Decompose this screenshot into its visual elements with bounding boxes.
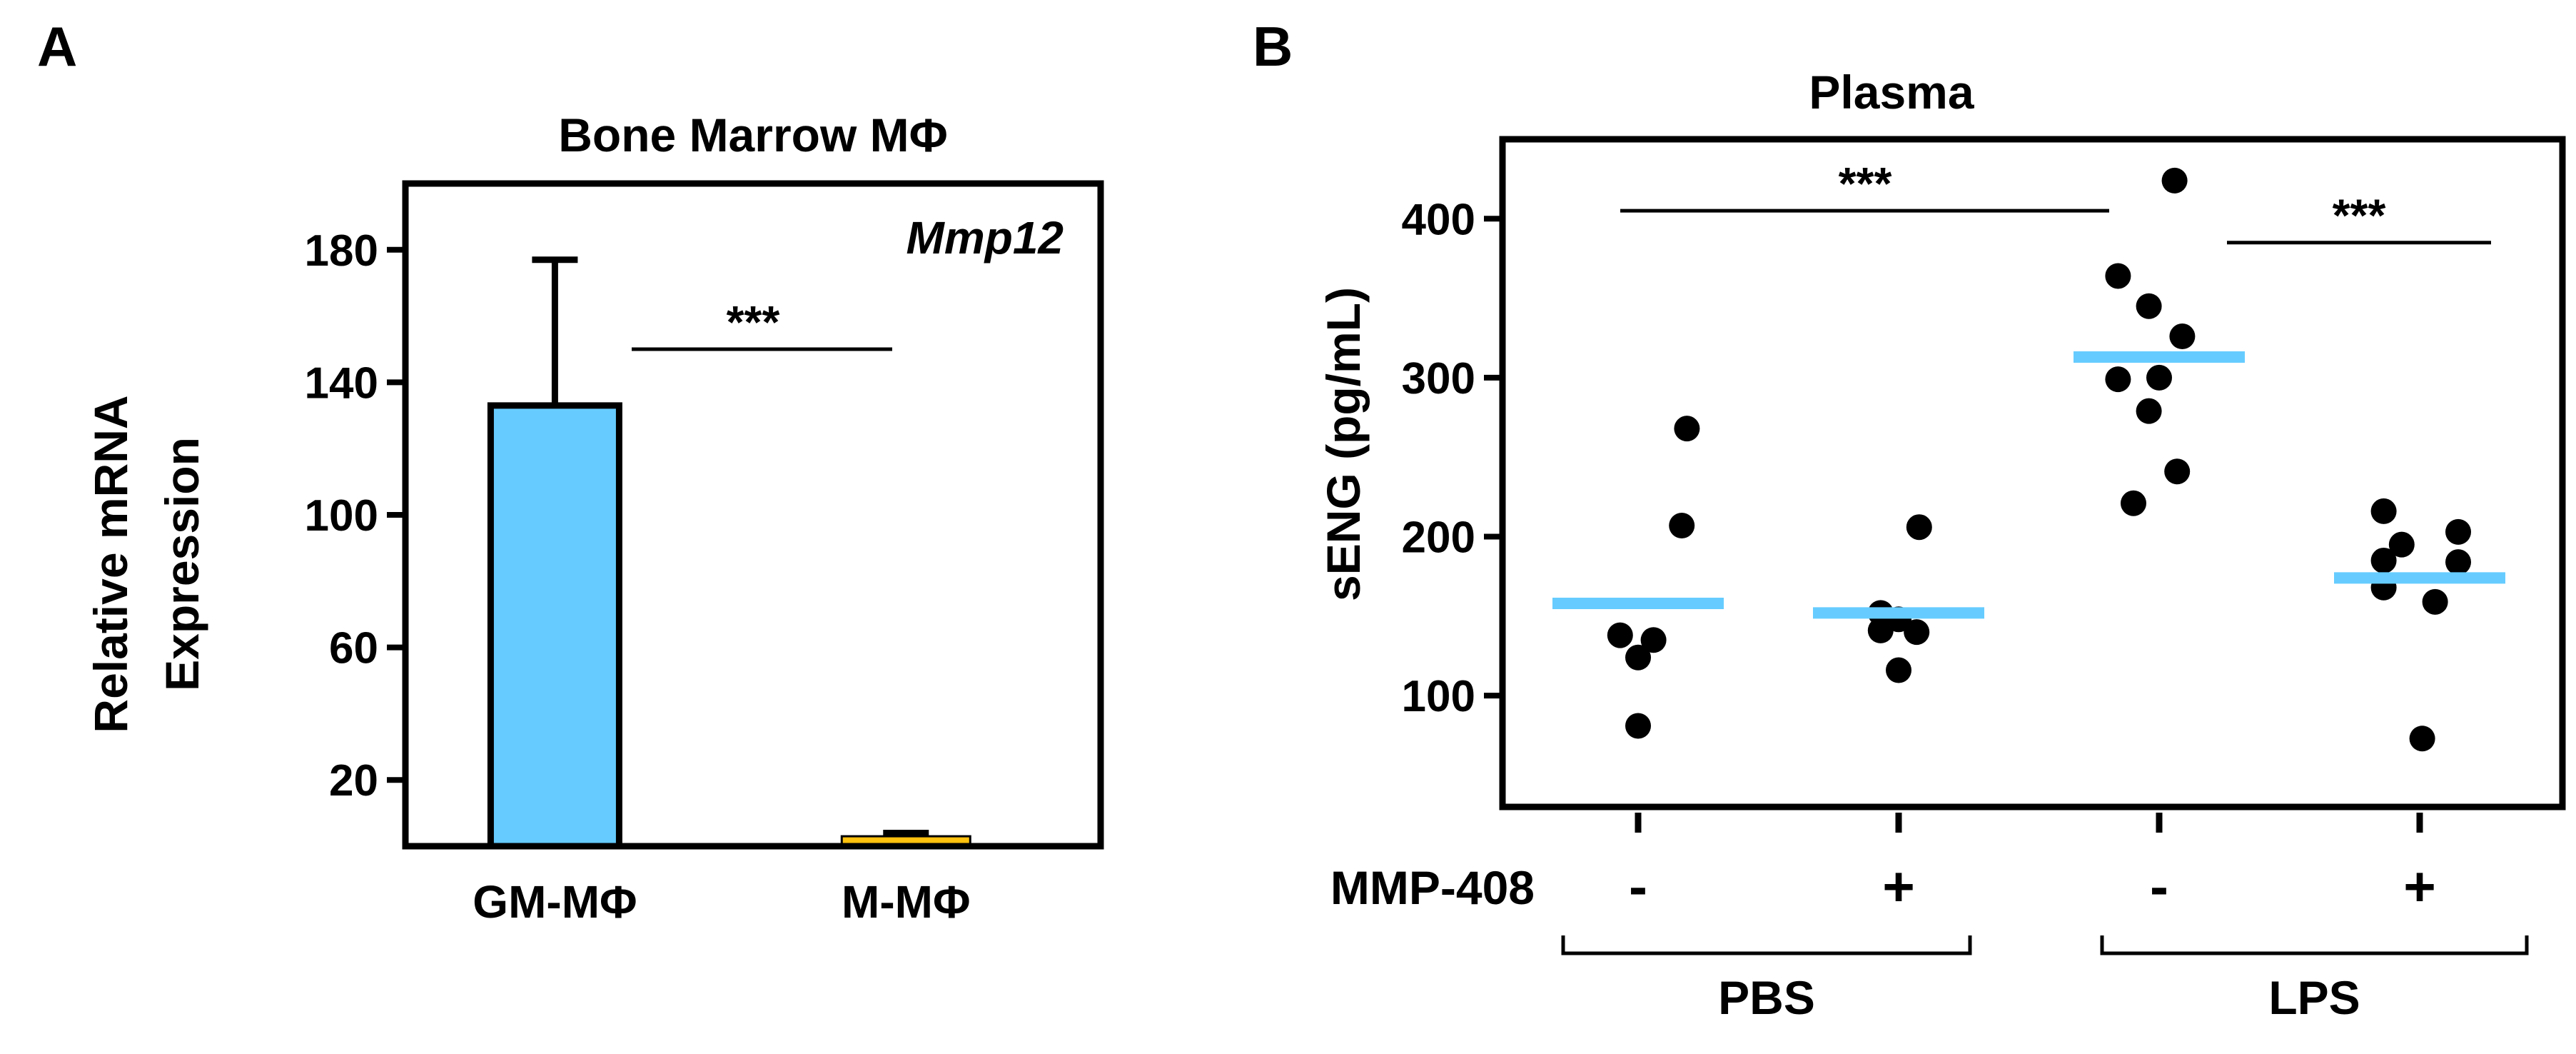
data-point-g3-4	[2169, 323, 2196, 350]
significance-stars: ***	[727, 296, 780, 348]
y-tick-label-2: 200	[1402, 513, 1475, 563]
y-tick-label-3: 100	[305, 491, 378, 541]
panel-b-x-annotations: - + - + PBS LPS	[1561, 855, 2529, 1024]
data-point-g2-6	[1904, 619, 1930, 646]
panel-a-x-labels: GM-MΦ M-MΦ	[473, 876, 970, 928]
panel-a: A Bone Marrow MΦ Mmp12 Relative mRNA Exp…	[37, 15, 1104, 928]
data-point-g1-1	[1674, 416, 1700, 442]
data-point-g4-5	[2445, 549, 2471, 576]
treatment-sign-2: +	[1882, 855, 1915, 918]
group-label-pbs: PBS	[1718, 971, 1815, 1024]
panel-b-label: B	[1253, 15, 1293, 78]
panel-a-annotation: Mmp12	[906, 212, 1064, 264]
data-point-g4-7	[2422, 588, 2448, 615]
group-label-lps: LPS	[2268, 971, 2360, 1024]
data-point-g4-4	[2370, 547, 2397, 573]
treatment-sign-1: -	[1629, 855, 1647, 918]
bar-1	[487, 402, 622, 850]
treatment-sign-4: +	[2403, 855, 2436, 918]
y-tick-label-5: 180	[305, 226, 378, 276]
x-label-2: M-MΦ	[842, 876, 970, 928]
data-point-g4-2	[2445, 518, 2471, 545]
panel-b-ylabel: sENG (pg/mL)	[1317, 287, 1370, 601]
y-tick-label-2: 60	[329, 624, 378, 673]
panel-a-frame	[402, 180, 1104, 850]
y-tick-label-4: 140	[305, 358, 378, 408]
treatment-sign-3: -	[2150, 855, 2168, 918]
data-point-g1-6	[1625, 713, 1651, 739]
data-point-g3-5	[2105, 366, 2131, 393]
data-point-g3-3	[2136, 293, 2162, 319]
y-tick-label-1: 20	[329, 756, 378, 805]
panel-a-marks: ***	[487, 256, 971, 850]
data-point-g1-4	[1625, 644, 1651, 671]
data-point-g4-3	[2388, 531, 2415, 558]
panel-b-marks: *** ***	[1552, 158, 2505, 752]
data-point-g3-2	[2105, 263, 2131, 289]
data-point-g4-1	[2370, 498, 2397, 524]
panel-b-title: Plasma	[1809, 66, 1974, 119]
data-point-g3-7	[2136, 398, 2162, 424]
data-point-g2-4	[1867, 617, 1894, 643]
data-point-g2-5	[1886, 657, 1911, 683]
x-label-1: GM-MΦ	[473, 876, 637, 928]
panel-b: B Plasma sENG (pg/mL) *** *** 100 200 300 40…	[1253, 15, 2566, 1024]
data-point-g1-3	[1640, 627, 1667, 653]
panel-a-ylabel-line-1: Relative mRNA	[84, 395, 137, 733]
data-point-g2-1	[1906, 514, 1932, 541]
significance-stars-1: ***	[1839, 158, 1892, 209]
panel-a-ylabel-line-2: Expression	[156, 437, 208, 691]
data-point-g3-9	[2121, 490, 2146, 516]
data-point-g3-6	[2146, 364, 2172, 391]
panel-b-frame	[1499, 136, 2566, 810]
data-point-g3-1	[2161, 167, 2188, 194]
panel-a-title: Bone Marrow MΦ	[558, 109, 948, 161]
group-bracket-1	[1561, 935, 1972, 955]
significance-stars-2: ***	[2333, 190, 2386, 241]
group-bracket-2	[2100, 935, 2529, 955]
panel-b-axis: 100 200 300 400	[1402, 195, 2423, 833]
y-tick-label-1: 100	[1402, 672, 1475, 721]
panel-a-label: A	[37, 15, 77, 78]
data-point-g1-5	[1607, 622, 1633, 648]
data-point-g4-8	[2409, 726, 2435, 752]
y-tick-label-3: 300	[1402, 354, 1475, 403]
y-tick-label-4: 400	[1402, 195, 1475, 244]
treatment-row-label: MMP-408	[1330, 861, 1535, 914]
data-point-g3-8	[2164, 458, 2191, 485]
panel-a-axis: 20 60 100 140 180	[305, 226, 405, 805]
data-point-g1-2	[1669, 512, 1695, 538]
